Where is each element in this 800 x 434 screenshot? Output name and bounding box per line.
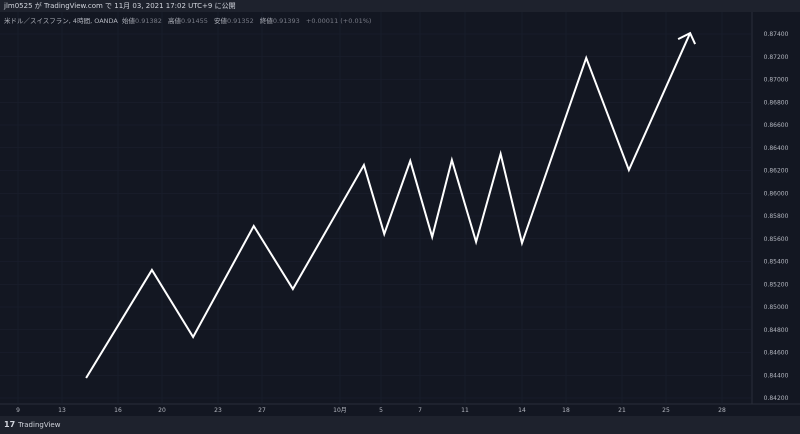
- x-tick-label: 11: [461, 407, 469, 414]
- chart-area[interactable]: 0.84200 0.84400 0.84600 0.84800 0.85000 0.852…: [0, 12, 800, 416]
- close-value: 0.91393: [273, 17, 300, 25]
- x-tick-label: 25: [662, 407, 670, 414]
- symbol-legend: 米ドル／スイスフラン, 4時間, OANDA 始値0.91382 高値0.914…: [4, 15, 375, 25]
- y-tick-label: 0.86800: [764, 99, 789, 106]
- y-tick-label: 0.85200: [764, 281, 789, 288]
- close-label: 終値: [260, 17, 273, 25]
- x-tick-label: 18: [562, 407, 570, 414]
- y-tick-label: 0.84400: [764, 372, 789, 379]
- y-tick-label: 0.84200: [764, 395, 789, 402]
- tradingview-logo-icon: 𝟭𝟳: [4, 420, 15, 429]
- change-value: +0.00011 (+0.01%): [306, 17, 372, 25]
- x-tick-label: 5: [379, 407, 383, 414]
- y-tick-label: 0.85800: [764, 213, 789, 220]
- x-tick-label: 14: [518, 407, 526, 414]
- x-tick-label: 16: [114, 407, 122, 414]
- price-line: [86, 33, 690, 378]
- y-tick-label: 0.85400: [764, 259, 789, 266]
- tradingview-logo-text[interactable]: TradingView: [18, 421, 60, 429]
- x-tick-label: 10月: [333, 407, 347, 414]
- y-tick-label: 0.87400: [764, 31, 789, 38]
- y-tick-label: 0.87000: [764, 77, 789, 84]
- low-label: 安値: [214, 17, 227, 25]
- y-tick-label: 0.84800: [764, 327, 789, 334]
- y-tick-label: 0.85600: [764, 236, 789, 243]
- y-tick-label: 0.87200: [764, 54, 789, 61]
- x-tick-label: 21: [618, 407, 626, 414]
- y-tick-label: 0.86600: [764, 122, 789, 129]
- x-tick-label: 9: [16, 407, 20, 414]
- y-tick-label: 0.86000: [764, 190, 789, 197]
- publish-info: jlm0525 が TradingView.com で 11月 03, 2021…: [4, 2, 236, 10]
- low-value: 0.91352: [227, 17, 254, 25]
- x-tick-label: 13: [58, 407, 66, 414]
- publish-info-bar: jlm0525 が TradingView.com で 11月 03, 2021…: [0, 0, 800, 12]
- x-tick-label: 27: [258, 407, 266, 414]
- y-tick-label: 0.85000: [764, 304, 789, 311]
- symbol-name: 米ドル／スイスフラン, 4時間, OANDA: [4, 17, 118, 25]
- y-tick-label: 0.86400: [764, 145, 789, 152]
- high-label: 高値: [168, 17, 181, 25]
- y-tick-label: 0.84600: [764, 350, 789, 357]
- x-tick-label: 20: [158, 407, 166, 414]
- x-tick-label: 28: [718, 407, 726, 414]
- x-tick-label: 23: [214, 407, 222, 414]
- y-tick-label: 0.86200: [764, 168, 789, 175]
- open-label: 始値: [122, 17, 135, 25]
- high-value: 0.91455: [181, 17, 208, 25]
- chart-plot[interactable]: 0.84200 0.84400 0.84600 0.84800 0.85000 0.852…: [0, 12, 800, 416]
- x-tick-label: 7: [418, 407, 422, 414]
- open-value: 0.91382: [135, 17, 162, 25]
